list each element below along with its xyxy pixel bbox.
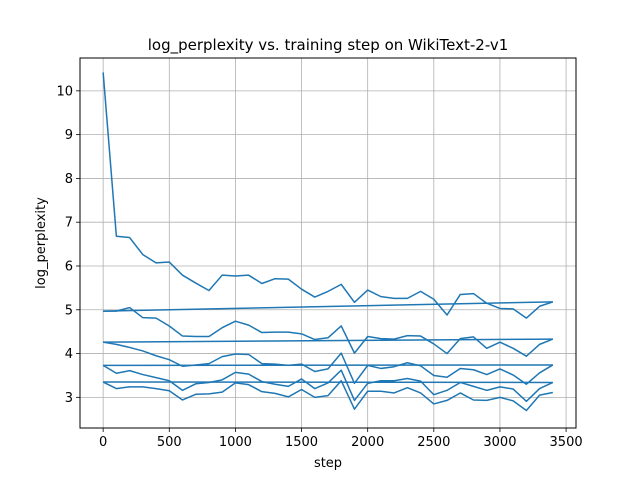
series-lines [102,72,554,412]
x-tick-label: 2000 [351,435,384,450]
y-axis-label: log_perplexity [34,197,49,289]
series-line-1 [102,72,554,319]
y-tick-label: 9 [65,128,73,143]
y-tick-label: 7 [65,216,73,231]
x-tick-label: 0 [99,435,107,450]
series-line-5 [102,379,553,412]
y-axis-ticks: 3 4 5 6 7 8 9 10 [56,84,80,406]
x-tick-label: 3000 [483,435,516,450]
x-tick-label: 1000 [219,435,252,450]
series-line-7 [103,338,553,343]
y-tick-label: 6 [65,259,73,274]
chart-title: log_perplexity vs. training step on Wiki… [148,36,509,55]
y-tick-label: 5 [65,303,73,318]
x-tick-label: 1500 [285,435,318,450]
x-axis-ticks: 0 500 1000 1500 2000 2500 3000 3500 [99,428,583,450]
x-axis-label: step [314,456,342,471]
y-tick-label: 3 [65,391,73,406]
y-tick-label: 10 [56,84,73,99]
plot-frame [79,57,577,429]
series-line-6 [103,301,553,312]
series-line-2 [103,306,554,357]
x-tick-label: 500 [157,435,182,450]
series-line-3 [103,341,554,385]
y-tick-label: 4 [65,347,73,362]
y-tick-label: 8 [65,172,73,187]
x-tick-label: 2500 [417,435,450,450]
x-tick-label: 3500 [550,435,583,450]
